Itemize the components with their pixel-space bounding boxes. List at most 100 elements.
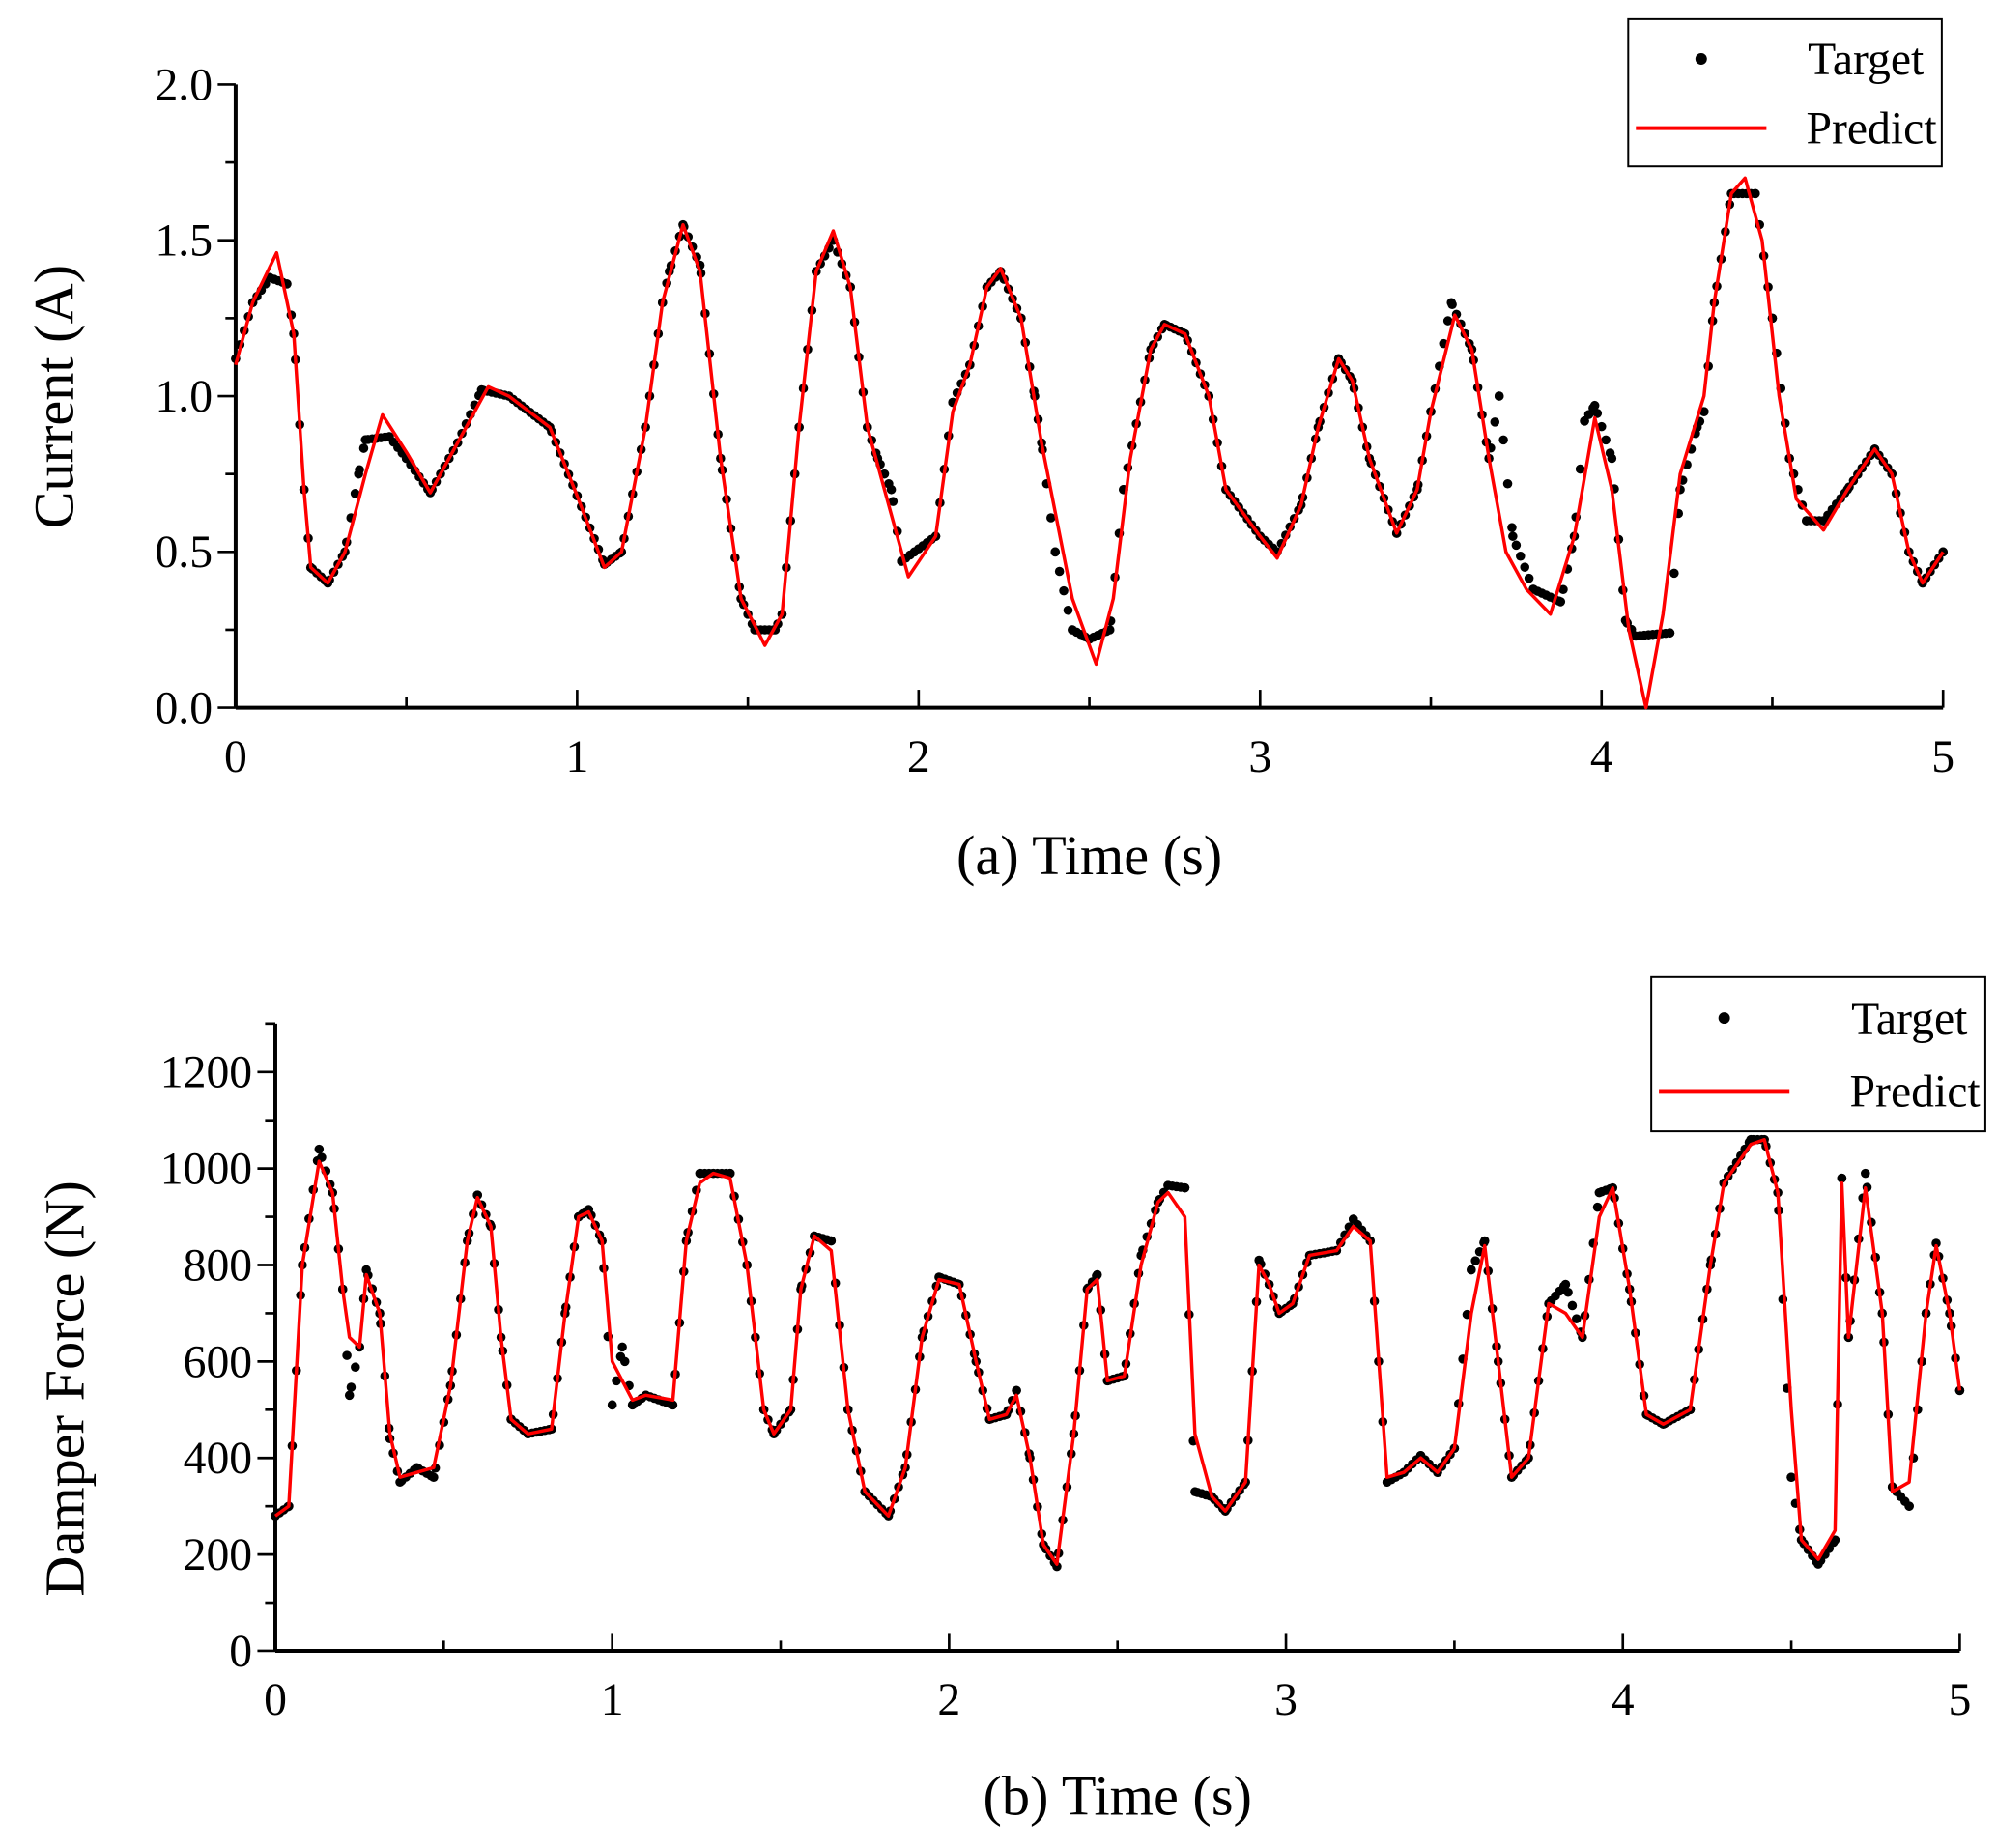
- target-point: [1190, 1487, 1200, 1496]
- target-point: [619, 1356, 630, 1367]
- target-point: [1349, 1214, 1358, 1224]
- target-point: [1592, 409, 1603, 418]
- target-point: [344, 1390, 355, 1401]
- y-tick-label: 1.0: [155, 372, 213, 422]
- target-point: [1575, 464, 1585, 474]
- target-point: [1607, 453, 1617, 464]
- legend: Target Predict: [1627, 17, 1943, 168]
- y-tick-label: 1200: [160, 1048, 252, 1098]
- target-point: [1837, 1173, 1847, 1183]
- y-tick-label: 2.0: [155, 60, 213, 110]
- x-tick-label: 1: [565, 732, 588, 782]
- target-point: [1802, 516, 1812, 526]
- target-series: [271, 1134, 1965, 1572]
- target-point: [1555, 597, 1566, 607]
- target-series: [231, 188, 1948, 644]
- target-point: [1904, 1501, 1914, 1511]
- target-point: [1520, 562, 1529, 572]
- target-point: [607, 1400, 617, 1410]
- target-point: [354, 469, 363, 479]
- x-axis-label: (a) Time (s): [956, 824, 1222, 887]
- force-chart: 0 1 2 3 4 5 0 200 400 600 800 1000 1200 (b) Time (s) D…: [33, 975, 1986, 1828]
- target-point: [1490, 417, 1500, 427]
- x-tick-label: 2: [937, 1675, 960, 1725]
- target-point: [627, 1400, 638, 1410]
- target-point: [1511, 540, 1522, 551]
- x-tick-label: 0: [264, 1675, 287, 1725]
- target-point: [1163, 1180, 1173, 1190]
- target-point: [351, 1362, 360, 1372]
- target-point: [360, 435, 371, 444]
- target-point: [1563, 1287, 1573, 1297]
- target-point: [1059, 585, 1069, 596]
- y-tick-label: 0.0: [155, 684, 213, 734]
- target-point: [1699, 407, 1709, 416]
- target-point: [725, 1168, 735, 1179]
- target-point: [1589, 400, 1600, 411]
- target-point: [1813, 1559, 1823, 1569]
- y-tick-label: 400: [184, 1434, 253, 1484]
- target-point: [358, 443, 369, 453]
- y-tick-label: 200: [184, 1530, 253, 1580]
- x-tick-label: 5: [1948, 1675, 1971, 1725]
- y-axis-label: Current (A): [23, 265, 86, 529]
- target-point: [1052, 1561, 1062, 1572]
- target-point: [1594, 1187, 1605, 1198]
- target-point: [346, 1382, 357, 1392]
- legend-predict-label: Predict: [1806, 104, 1936, 155]
- target-point: [1596, 421, 1607, 432]
- target-point: [1669, 568, 1679, 579]
- target-point: [1631, 631, 1640, 641]
- target-point: [1592, 1202, 1603, 1212]
- target-point: [1516, 551, 1526, 561]
- current-chart: 0 1 2 3 4 5 0.0 0.5 1.0 1.5 2.0 (a) Time (s) Current…: [23, 17, 1954, 887]
- target-point: [395, 1477, 405, 1487]
- target-point: [1931, 1238, 1941, 1248]
- y-tick-label: 1000: [160, 1145, 252, 1195]
- target-point: [1442, 316, 1453, 326]
- target-point: [385, 432, 394, 441]
- target-point: [1494, 391, 1504, 401]
- legend-target-label: Target: [1808, 35, 1924, 85]
- target-point: [1567, 1300, 1578, 1311]
- target-point: [1861, 1168, 1870, 1179]
- target-point: [617, 1342, 627, 1352]
- x-tick-label: 3: [1248, 732, 1271, 782]
- target-point: [1508, 531, 1518, 541]
- y-tick-label: 600: [184, 1337, 253, 1387]
- target-point: [1751, 188, 1760, 199]
- target-point: [1470, 1256, 1480, 1265]
- target-point: [612, 1376, 621, 1386]
- target-point: [1572, 1314, 1582, 1323]
- target-point: [1093, 1269, 1102, 1280]
- target-point: [1063, 606, 1073, 615]
- target-point: [1012, 1385, 1021, 1396]
- y-tick-label: 0: [229, 1627, 252, 1677]
- target-point: [1254, 1255, 1264, 1265]
- target-point: [1054, 566, 1065, 577]
- x-tick-label: 1: [601, 1675, 624, 1725]
- target-point: [668, 1400, 678, 1410]
- x-tick-label: 3: [1274, 1675, 1298, 1725]
- predict-line: [234, 176, 1945, 710]
- target-point: [1665, 628, 1675, 638]
- target-point: [1558, 584, 1568, 594]
- target-point: [429, 1472, 439, 1482]
- x-tick-label: 4: [1612, 1675, 1635, 1725]
- target-point: [695, 1168, 705, 1179]
- y-axis-label: Damper Force (N): [33, 1180, 96, 1596]
- target-point: [412, 1463, 422, 1473]
- legend: Target Predict: [1650, 975, 1986, 1133]
- y-tick-label: 0.5: [155, 527, 213, 578]
- target-point: [1524, 573, 1534, 583]
- x-tick-label: 0: [224, 732, 247, 782]
- y-tick-label: 1.5: [155, 216, 213, 267]
- target-point: [1580, 416, 1589, 426]
- target-point: [1786, 1472, 1796, 1482]
- legend-target-marker: [1718, 1012, 1730, 1025]
- legend-box: [1627, 17, 1943, 168]
- target-point: [1502, 478, 1513, 489]
- target-point: [1467, 1265, 1476, 1275]
- target-point: [1050, 547, 1060, 557]
